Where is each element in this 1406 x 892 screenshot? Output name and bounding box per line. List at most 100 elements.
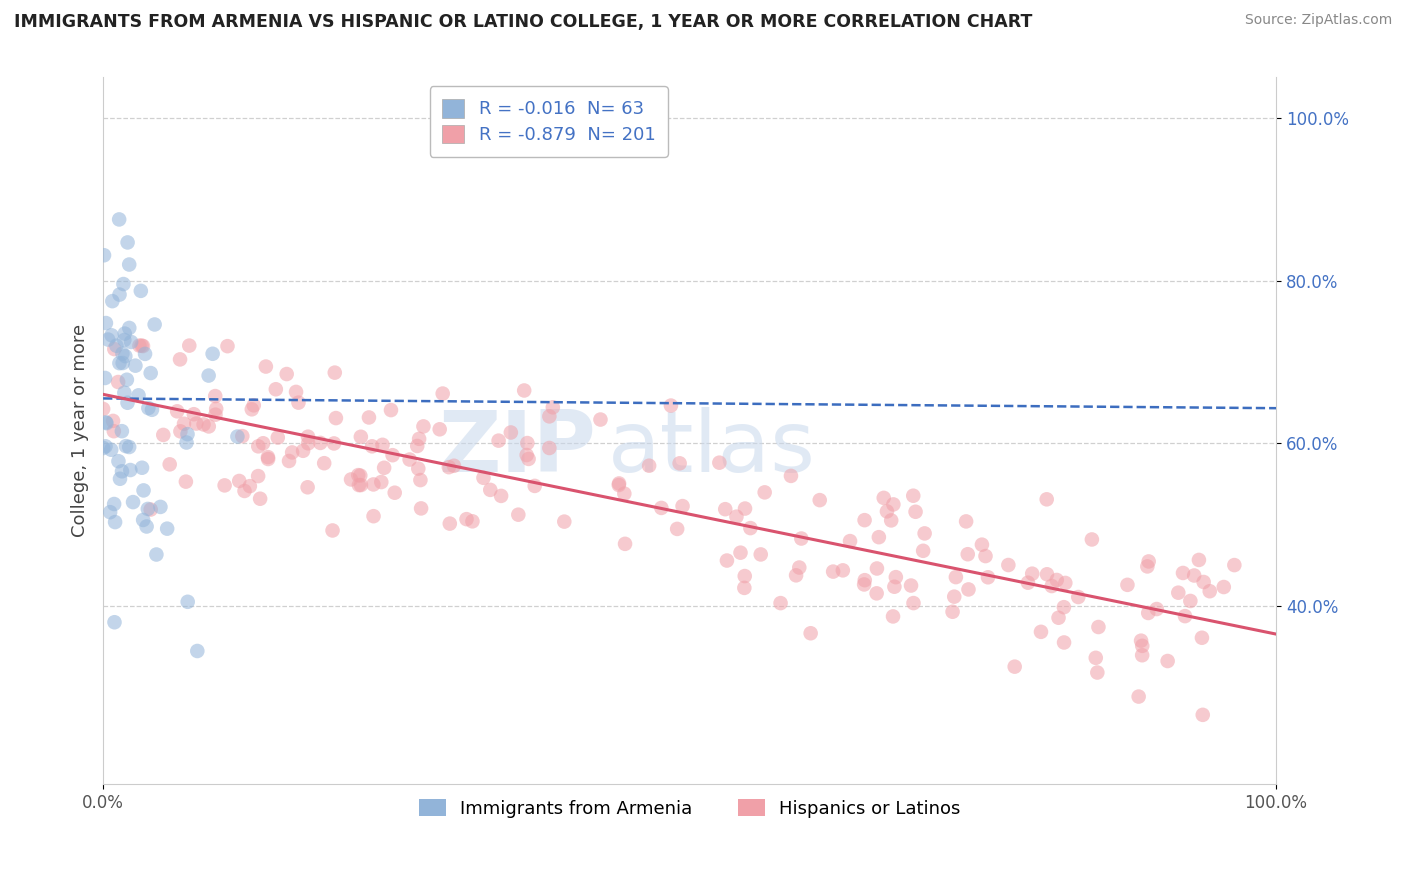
Point (406, 439, 429, 453)
Point (314, 456, 336, 470)
Point (98, 505, 121, 519)
Point (714, 502, 737, 516)
Point (1191, 707, 1213, 722)
Point (101, 414, 124, 428)
Point (93, 248, 115, 262)
Point (380, 403, 402, 417)
Point (197, 368, 219, 383)
Point (1047, 611, 1070, 625)
Point (943, 590, 966, 604)
Point (398, 452, 420, 467)
Point (347, 478, 370, 492)
Point (145, 548, 167, 562)
Point (370, 475, 392, 489)
Point (118, 258, 141, 272)
Point (488, 434, 510, 448)
Point (197, 419, 219, 434)
Point (1004, 659, 1026, 673)
Point (607, 476, 630, 491)
Point (240, 402, 263, 417)
Point (281, 445, 304, 459)
Point (882, 609, 904, 624)
Y-axis label: College, 1 year or more: College, 1 year or more (72, 325, 89, 538)
Text: atlas: atlas (607, 407, 815, 490)
Point (1174, 609, 1197, 624)
Point (114, 326, 136, 341)
Point (115, 373, 138, 387)
Point (103, 497, 125, 511)
Point (204, 408, 226, 422)
Point (131, 460, 153, 475)
Point (242, 398, 264, 412)
Point (668, 456, 690, 470)
Point (1180, 594, 1202, 608)
Point (1191, 631, 1213, 645)
Point (350, 430, 373, 444)
Point (613, 486, 636, 500)
Point (1035, 492, 1057, 507)
Point (363, 477, 385, 491)
Point (103, 342, 125, 356)
Point (233, 483, 256, 498)
Point (176, 427, 198, 442)
Point (499, 425, 522, 440)
Point (264, 382, 287, 396)
Point (853, 573, 876, 587)
Point (139, 502, 162, 516)
Point (734, 569, 756, 583)
Point (159, 458, 181, 472)
Point (231, 429, 253, 443)
Point (193, 417, 215, 432)
Point (1029, 624, 1052, 639)
Point (638, 458, 661, 473)
Point (297, 430, 319, 444)
Point (138, 401, 160, 415)
Point (439, 516, 461, 531)
Point (516, 436, 538, 450)
Point (541, 401, 564, 415)
Point (134, 347, 156, 361)
Point (381, 448, 404, 462)
Point (1128, 690, 1150, 704)
Point (671, 499, 693, 513)
Point (118, 321, 141, 335)
Point (412, 419, 434, 434)
Point (166, 404, 188, 418)
Point (249, 491, 271, 506)
Point (800, 626, 823, 640)
Point (292, 443, 315, 458)
Point (103, 424, 125, 438)
Point (787, 560, 810, 574)
Point (201, 347, 224, 361)
Point (1036, 567, 1059, 582)
Text: IMMIGRANTS FROM ARMENIA VS HISPANIC OR LATINO COLLEGE, 1 YEAR OR MORE CORRELATIO: IMMIGRANTS FROM ARMENIA VS HISPANIC OR L… (14, 13, 1032, 31)
Point (1171, 566, 1194, 580)
Point (132, 339, 155, 353)
Point (734, 501, 756, 516)
Point (104, 515, 127, 529)
Point (1130, 633, 1153, 648)
Point (361, 439, 384, 453)
Point (103, 615, 125, 630)
Point (108, 356, 131, 370)
Point (139, 366, 162, 380)
Point (105, 339, 128, 353)
Point (278, 454, 301, 468)
Point (214, 478, 236, 492)
Point (132, 513, 155, 527)
Point (309, 436, 332, 450)
Point (516, 448, 538, 462)
Point (472, 471, 495, 485)
Point (94, 371, 117, 385)
Point (589, 412, 612, 426)
Point (174, 475, 197, 489)
Point (108, 472, 131, 486)
Point (136, 502, 159, 516)
Point (1087, 620, 1109, 634)
Point (884, 570, 907, 584)
Point (1116, 578, 1139, 592)
Point (100, 442, 122, 457)
Point (831, 563, 853, 577)
Point (977, 570, 1000, 584)
Text: ZIP: ZIP (439, 407, 596, 490)
